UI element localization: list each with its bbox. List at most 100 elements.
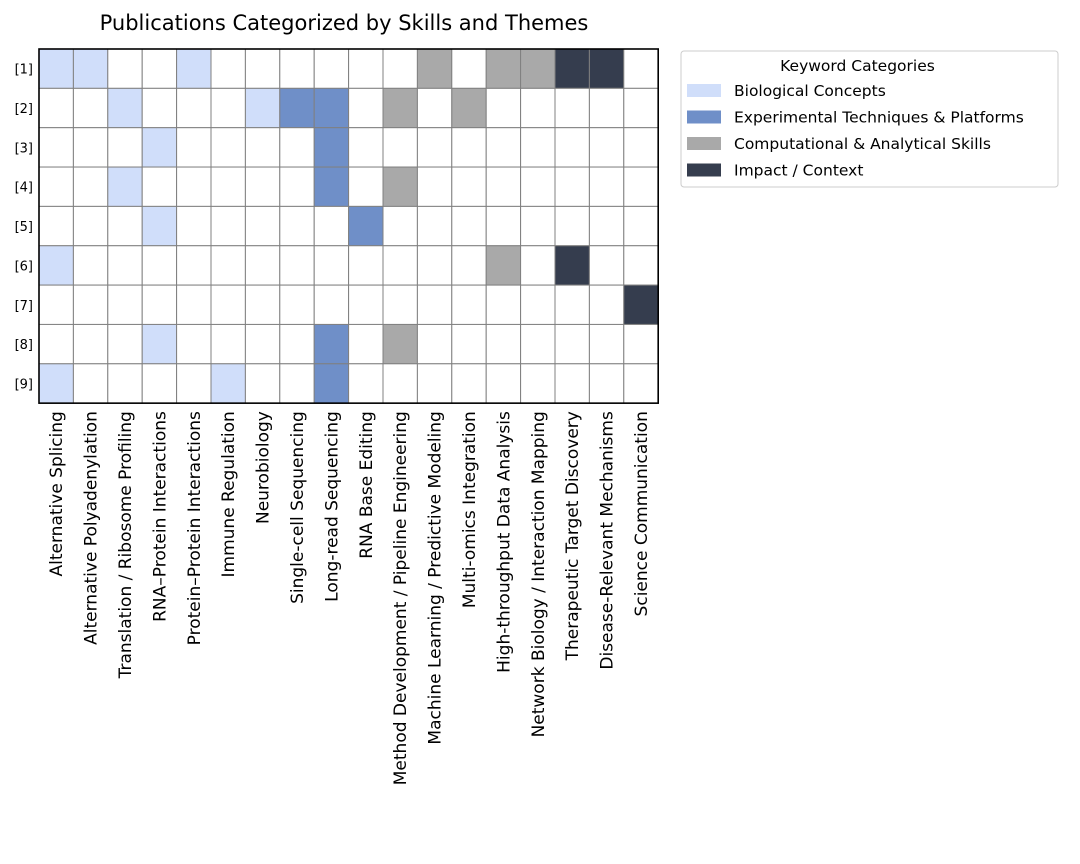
heatmap-cell: [485, 48, 522, 89]
row-tick-label: [1]: [15, 63, 33, 78]
heatmap-cell: [623, 87, 659, 129]
heatmap-cell: [176, 127, 212, 168]
row-labels: [1] [2] [3] [4] [5] [6] [7] [8] [9]: [15, 63, 33, 393]
heatmap-cell: [72, 363, 109, 404]
heatmap-cell: [382, 87, 418, 129]
heatmap-cell: [588, 323, 625, 365]
legend-swatch: [687, 163, 721, 177]
heatmap-cell: [554, 284, 590, 325]
heatmap-cell: [623, 323, 659, 365]
heatmap-cell: [279, 284, 315, 325]
heatmap-cell: [72, 127, 109, 168]
heatmap-cell: [72, 205, 109, 247]
heatmap-cell: [313, 87, 350, 129]
row-tick-label: [8]: [15, 338, 33, 353]
heatmap-cell: [210, 48, 246, 89]
heatmap-cell: [38, 166, 74, 207]
column-tick-label: Protein–Protein Interactions: [185, 411, 205, 645]
heatmap-cell: [279, 363, 315, 404]
heatmap-cell: [554, 363, 590, 404]
heatmap-cell: [210, 284, 246, 325]
heatmap-cell: [451, 48, 487, 89]
heatmap-cell: [244, 284, 281, 325]
column-tick-label: RNA–Protein Interactions: [150, 411, 170, 622]
heatmap-cell: [382, 363, 418, 404]
heatmap-cell: [210, 87, 246, 129]
heatmap-cell: [244, 205, 281, 247]
column-tick-label: Multi-omics Integration: [460, 411, 480, 608]
column-tick-label: Single-cell Sequencing: [288, 411, 308, 604]
heatmap-cell: [244, 166, 281, 207]
row-tick-label: [6]: [15, 259, 33, 274]
column-tick-label: Disease-Relevant Mechanisms: [598, 411, 618, 670]
heatmap-cell: [451, 166, 487, 207]
heatmap-cell: [623, 363, 659, 404]
heatmap-cell: [485, 127, 522, 168]
column-tick-label: RNA Base Editing: [357, 411, 377, 559]
heatmap-cell: [416, 323, 453, 365]
heatmap-cell: [176, 323, 212, 365]
heatmap-cell: [244, 363, 281, 404]
heatmap-cell: [38, 87, 74, 129]
row-tick-label: [4]: [15, 181, 33, 196]
heatmap-cell: [520, 166, 556, 207]
heatmap-cell: [485, 323, 522, 365]
heatmap-cell: [244, 48, 281, 89]
heatmap-cell: [107, 127, 143, 168]
heatmap-cell: [210, 205, 246, 247]
heatmap-cell: [210, 363, 246, 404]
heatmap-cell: [451, 323, 487, 365]
heatmap-cell: [623, 48, 659, 89]
heatmap-cell: [485, 205, 522, 247]
heatmap-cell: [38, 323, 74, 365]
heatmap-cell: [520, 245, 556, 286]
heatmap-cell: [107, 87, 143, 129]
heatmap-cell: [588, 127, 625, 168]
legend-title: Keyword Categories: [780, 57, 935, 75]
column-tick-label: High-throughput Data Analysis: [494, 411, 514, 673]
heatmap-cell: [623, 127, 659, 168]
heatmap-cell: [348, 127, 384, 168]
heatmap-cell: [451, 87, 487, 129]
heatmap-cell: [141, 363, 178, 404]
heatmap-cell: [588, 166, 625, 207]
heatmap-cell: [485, 166, 522, 207]
chart-title: Publications Categorized by Skills and T…: [100, 11, 589, 35]
heatmap-cell: [554, 166, 590, 207]
heatmap-cell: [72, 245, 109, 286]
heatmap-cell: [279, 87, 315, 129]
row-tick-label: [2]: [15, 102, 33, 117]
heatmap-cell: [554, 48, 590, 89]
heatmap-cell: [38, 363, 74, 404]
column-tick-label: Alternative Polyadenylation: [82, 411, 102, 645]
row-tick-label: [5]: [15, 220, 33, 235]
legend-swatch: [687, 84, 721, 97]
heatmap-cell: [72, 48, 109, 89]
heatmap-cell: [313, 166, 350, 207]
heatmap-cell: [416, 205, 453, 247]
row-tick-label: [7]: [15, 299, 33, 314]
heatmap-cell: [210, 127, 246, 168]
heatmap-cell: [244, 323, 281, 365]
legend-label: Impact / Context: [734, 162, 863, 180]
heatmap-cell: [416, 363, 453, 404]
heatmap-cell: [451, 205, 487, 247]
heatmap-cell: [244, 245, 281, 286]
heatmap-cell: [107, 166, 143, 207]
heatmap-cell: [348, 363, 384, 404]
heatmap-cell: [279, 205, 315, 247]
heatmap-cell: [485, 284, 522, 325]
heatmap-cell: [451, 284, 487, 325]
heatmap-cell: [554, 127, 590, 168]
heatmap-cell: [72, 323, 109, 365]
heatmap-cell: [382, 166, 418, 207]
row-tick-label: [3]: [15, 141, 33, 156]
heatmap-cell: [38, 127, 74, 168]
heatmap-cell: [313, 284, 350, 325]
heatmap-cell: [72, 166, 109, 207]
heatmap-cell: [141, 166, 178, 207]
heatmap-cell: [141, 48, 178, 89]
heatmap-cell: [382, 323, 418, 365]
column-tick-label: Machine Learning / Predictive Modeling: [426, 411, 446, 744]
